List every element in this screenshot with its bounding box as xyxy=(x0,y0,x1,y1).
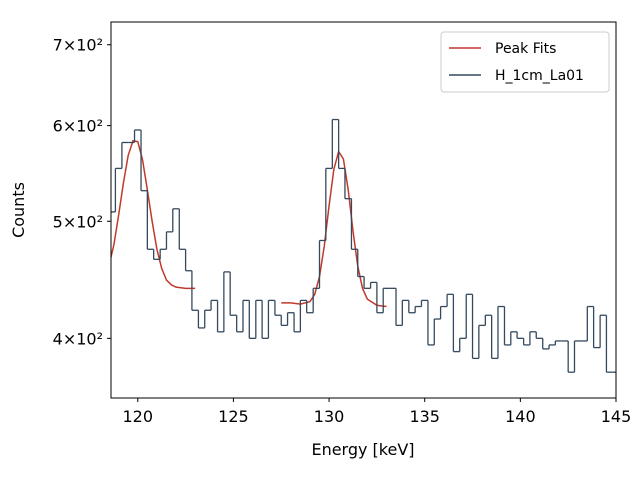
x-axis-label: Energy [keV] xyxy=(311,440,414,459)
plot-area xyxy=(111,118,616,373)
y-tick-label: 7×10² xyxy=(53,36,103,55)
x-tick-label: 140 xyxy=(505,407,536,426)
legend-box xyxy=(440,31,610,93)
x-tick-label: 120 xyxy=(123,407,154,426)
y-tick-label: 4×10² xyxy=(53,329,103,348)
x-tick-label: 145 xyxy=(601,407,632,426)
x-tick-label: 125 xyxy=(218,407,249,426)
legend: Peak Fits H_1cm_La01 xyxy=(440,31,610,93)
legend-label: Peak Fits xyxy=(495,41,556,57)
y-tick-label: 5×10² xyxy=(53,212,103,231)
legend-label: H_1cm_La01 xyxy=(495,68,584,84)
x-tick-label: 130 xyxy=(314,407,345,426)
fit-line xyxy=(111,139,387,308)
y-axis-label: Counts xyxy=(9,182,28,238)
y-tick-label: 6×10² xyxy=(53,117,103,136)
axes-frame xyxy=(110,21,617,399)
x-tick-label: 135 xyxy=(409,407,440,426)
